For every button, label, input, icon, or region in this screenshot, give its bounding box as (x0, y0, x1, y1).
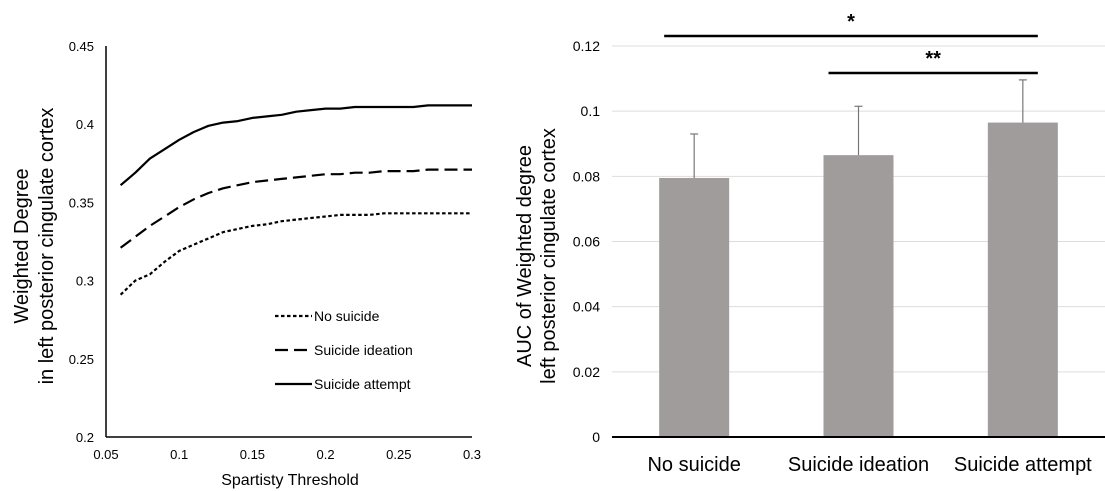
line-chart-x-tick-label: 0.3 (463, 447, 481, 462)
bar-chart-y-tick-label: 0.12 (573, 38, 600, 54)
bar-chart-bars (659, 79, 1058, 437)
line-series-suicide-ideation (119, 168, 472, 249)
line-chart-x-tick-label: 0.15 (240, 447, 265, 462)
line-chart-axes (105, 46, 472, 438)
bar-chart-y-tick-label: 0.06 (573, 234, 600, 250)
significance-label: * (847, 11, 855, 33)
line-chart-y-tick-label: 0.35 (69, 195, 94, 210)
line-chart-y-axis-label-line1: Weighted Degree (11, 168, 33, 323)
line-chart-y-tick-label: 0.2 (76, 430, 94, 445)
line-chart-x-axis-label: Spartisty Threshold (221, 472, 359, 489)
line-chart-y-tick-label: 0.25 (69, 352, 94, 367)
line-chart-y-tick-label: 0.45 (69, 39, 94, 54)
bar-chart-y-tick-label: 0.08 (573, 168, 600, 184)
bar-chart-category-label: Suicide attempt (954, 454, 1092, 476)
bar-chart-y-tick-label: 0.1 (581, 103, 601, 119)
bar-chart-y-axis-label-line2: left posterior cingulate cortex (538, 128, 560, 384)
line-chart-ticks: 0.05 0.1 0.15 0.2 0.25 0.3 0.2 0.25 0.3 0.35 0.4 0.… (69, 39, 481, 462)
legend-label-suicide-attempt: Suicide attempt (314, 376, 411, 392)
line-series-suicide-attempt (119, 104, 472, 187)
legend-label-no-suicide: No suicide (314, 308, 380, 324)
line-series-group (119, 104, 472, 296)
line-chart-x-tick-label: 0.25 (386, 447, 411, 462)
line-series-no-suicide (119, 212, 472, 296)
line-chart-y-tick-label: 0.4 (76, 117, 94, 132)
bar-chart-y-axis-label-line1: AUC of Weighted degree (514, 145, 536, 367)
bar-chart-y-tick-label: 0.04 (573, 299, 600, 315)
bar-chart-category-label: No suicide (647, 454, 740, 476)
line-chart-x-tick-label: 0.2 (317, 447, 335, 462)
line-chart: 0.05 0.1 0.15 0.2 0.25 0.3 0.2 0.25 0.3 0.35 0.4 0.… (11, 39, 481, 489)
significance-brackets: *** (664, 11, 1038, 75)
bar-suicide-ideation (823, 155, 894, 437)
line-chart-x-tick-label: 0.05 (93, 447, 118, 462)
significance-label: ** (925, 48, 941, 70)
line-chart-y-tick-label: 0.3 (76, 274, 94, 289)
bar-chart-ticks: 0 0.02 0.04 0.06 0.08 0.1 0.12 No suicide Suicid… (573, 38, 1092, 476)
line-chart-x-tick-label: 0.1 (170, 447, 188, 462)
bar-chart: 0 0.02 0.04 0.06 0.08 0.1 0.12 No suicide Suicid… (514, 11, 1105, 476)
bar-chart-y-tick-label: 0 (592, 429, 600, 445)
line-chart-legend: No suicide Suicide ideation Suicide attemp… (275, 308, 413, 392)
legend-label-suicide-ideation: Suicide ideation (314, 342, 413, 358)
bar-no-suicide (659, 177, 730, 437)
bar-chart-y-tick-label: 0.02 (573, 364, 600, 380)
line-chart-y-axis-label-line2: in left posterior cingulate cortex (36, 108, 58, 385)
bar-suicide-attempt (987, 122, 1058, 437)
bar-chart-category-label: Suicide ideation (788, 454, 929, 476)
